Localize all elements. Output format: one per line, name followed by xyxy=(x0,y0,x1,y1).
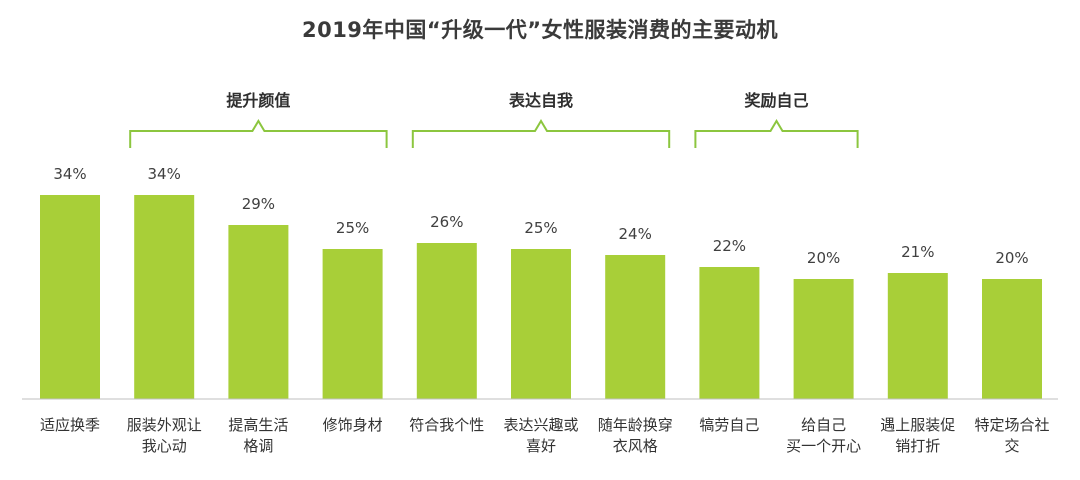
value-label-9: 21% xyxy=(901,243,934,261)
group-bracket-2 xyxy=(694,119,859,148)
bar-10 xyxy=(982,279,1042,399)
bar-1 xyxy=(134,195,195,399)
bar-7 xyxy=(699,267,760,399)
group-label-2: 奖励自己 xyxy=(744,91,808,110)
category-label-4: 符合我个性 xyxy=(409,416,484,434)
category-label-3: 修饰身材 xyxy=(323,416,383,434)
bar-6 xyxy=(605,255,666,399)
value-label-4: 26% xyxy=(430,213,463,231)
value-label-10: 20% xyxy=(995,249,1028,267)
value-label-1: 34% xyxy=(148,165,181,183)
category-label-1: 服装外观让我心动 xyxy=(127,416,202,455)
bar-4 xyxy=(416,243,477,399)
chart-title: 2019年中国“升级一代”女性服装消费的主要动机 xyxy=(301,18,779,42)
bar-5 xyxy=(511,249,571,399)
category-label-6: 随年龄换穿衣风格 xyxy=(598,416,673,455)
value-label-6: 24% xyxy=(619,225,652,243)
bar-2 xyxy=(228,225,289,399)
bar-9 xyxy=(887,273,948,399)
group-brackets: 提升颜值 表达自我 奖励自己 xyxy=(129,91,859,148)
bar-8 xyxy=(793,279,854,399)
bars-layer xyxy=(40,195,1042,399)
bar-0 xyxy=(40,195,100,399)
value-label-3: 25% xyxy=(336,219,369,237)
category-label-0: 适应换季 xyxy=(40,416,100,434)
category-label-5: 表达兴趣或喜好 xyxy=(503,416,578,455)
labels-layer: 34% 适应换季 34% 服装外观让我心动 29% 提高生活格调 25% 修饰身材 26% 符合我… xyxy=(40,165,1050,455)
category-label-8: 给自己买一个开心 xyxy=(786,416,861,455)
category-label-9: 遇上服装促销打折 xyxy=(880,416,955,455)
category-label-10: 特定场合社交 xyxy=(974,416,1049,455)
value-label-0: 34% xyxy=(53,165,86,183)
category-label-7: 犒劳自己 xyxy=(699,416,759,434)
group-bracket-0 xyxy=(129,119,388,148)
bar-3 xyxy=(322,249,383,399)
group-label-1: 表达自我 xyxy=(508,91,573,110)
value-label-5: 25% xyxy=(524,219,557,237)
group-label-0: 提升颜值 xyxy=(226,91,290,110)
value-label-8: 20% xyxy=(807,249,840,267)
group-bracket-1 xyxy=(411,119,671,148)
value-label-2: 29% xyxy=(242,195,275,213)
category-label-2: 提高生活格调 xyxy=(228,416,288,455)
value-label-7: 22% xyxy=(713,237,746,255)
